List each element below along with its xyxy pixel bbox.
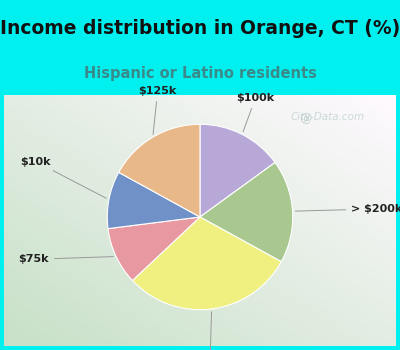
Wedge shape	[119, 124, 200, 217]
Wedge shape	[200, 162, 293, 262]
Text: $10k: $10k	[20, 156, 106, 198]
Text: $75k: $75k	[18, 254, 113, 264]
Wedge shape	[107, 172, 200, 229]
Text: City-Data.com: City-Data.com	[290, 112, 365, 122]
Text: $125k: $125k	[138, 86, 177, 134]
Wedge shape	[200, 124, 275, 217]
Text: > $200k: > $200k	[295, 204, 400, 214]
Text: Hispanic or Latino residents: Hispanic or Latino residents	[84, 66, 316, 81]
Wedge shape	[108, 217, 200, 280]
Wedge shape	[132, 217, 281, 310]
Text: $100k: $100k	[236, 93, 274, 132]
Text: @: @	[300, 112, 312, 125]
Text: Income distribution in Orange, CT (%): Income distribution in Orange, CT (%)	[0, 19, 400, 38]
Text: $200k: $200k	[191, 312, 229, 350]
